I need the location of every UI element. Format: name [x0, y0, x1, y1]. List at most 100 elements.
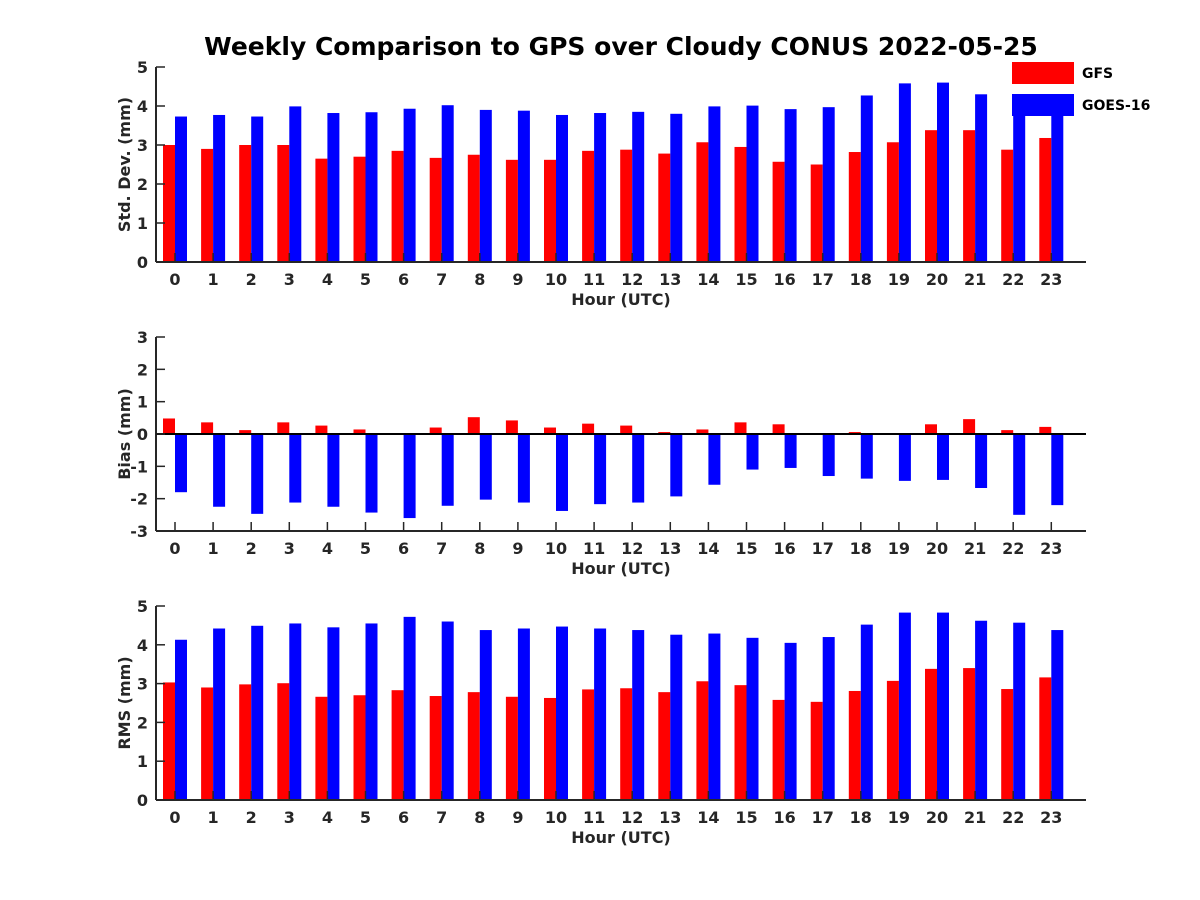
x-tick-label: 7 [436, 539, 447, 558]
bar-goes-16-hour-2 [251, 116, 264, 262]
x-tick-label: 13 [659, 539, 681, 558]
x-tick-label: 19 [888, 808, 910, 827]
bar-goes-16-hour-0 [175, 434, 187, 493]
x-tick-label: 22 [1002, 539, 1024, 558]
bar-goes-16-hour-12 [632, 434, 645, 503]
bar-goes-16-hour-11 [594, 434, 607, 505]
x-tick-label: 6 [398, 539, 409, 558]
bar-gfs-hour-19 [886, 142, 899, 262]
x-tick-label: 11 [583, 270, 605, 289]
x-tick-label: 19 [888, 270, 910, 289]
x-tick-label: 12 [621, 270, 643, 289]
bar-gfs-hour-1 [201, 422, 214, 434]
x-tick-label: 20 [926, 270, 948, 289]
x-tick-label: 16 [773, 270, 795, 289]
chart-title: Weekly Comparison to GPS over Cloudy CON… [204, 32, 1038, 61]
bar-gfs-hour-6 [391, 150, 404, 262]
bar-goes-16-hour-8 [479, 630, 492, 800]
bar-gfs-hour-12 [620, 425, 633, 434]
x-tick-label: 1 [208, 808, 219, 827]
x-tick-label: 4 [322, 539, 333, 558]
bar-goes-16-hour-3 [289, 434, 302, 503]
bar-goes-16-hour-21 [975, 94, 988, 262]
y-tick-label: 2 [137, 360, 148, 379]
bar-goes-16-hour-1 [213, 114, 226, 262]
bar-goes-16-hour-8 [479, 109, 492, 263]
bar-gfs-hour-16 [772, 699, 785, 800]
x-tick-label: 15 [735, 270, 757, 289]
bar-goes-16-hour-4 [327, 113, 340, 263]
y-tick-label: 4 [137, 97, 148, 116]
bar-gfs-hour-3 [277, 683, 290, 800]
bar-gfs-hour-17 [810, 701, 823, 800]
bar-goes-16-hour-14 [708, 106, 721, 262]
bar-gfs-hour-16 [772, 424, 785, 434]
bar-gfs-hour-11 [582, 150, 595, 262]
x-tick-label: 14 [697, 808, 719, 827]
bar-goes-16-hour-1 [213, 434, 226, 507]
y-tick-label: 0 [137, 425, 148, 444]
bar-goes-16-hour-4 [327, 627, 340, 800]
x-axis-label: Hour (UTC) [571, 559, 671, 578]
x-tick-label: 17 [812, 270, 834, 289]
bar-goes-16-hour-5 [365, 112, 378, 263]
bar-gfs-hour-15 [734, 685, 747, 800]
x-tick-label: 1 [208, 270, 219, 289]
bar-goes-16-hour-6 [403, 616, 416, 800]
bar-gfs-hour-21 [963, 130, 976, 262]
bar-gfs-hour-2 [239, 145, 252, 262]
bar-goes-16-hour-15 [746, 637, 759, 800]
bar-goes-16-hour-9 [517, 110, 530, 263]
bar-gfs-hour-4 [315, 696, 328, 800]
bar-goes-16-hour-7 [441, 434, 454, 506]
bar-goes-16-hour-11 [594, 113, 607, 263]
bar-gfs-hour-4 [315, 158, 328, 262]
bar-gfs-hour-14 [696, 681, 709, 800]
x-tick-label: 0 [169, 808, 180, 827]
bar-goes-16-hour-15 [746, 105, 759, 262]
bar-goes-16-hour-5 [365, 623, 378, 800]
legend-label-goes-16: GOES-16 [1082, 98, 1150, 114]
x-tick-label: 9 [512, 808, 523, 827]
y-tick-label: 0 [137, 791, 148, 810]
bar-goes-16-hour-10 [556, 434, 568, 511]
x-tick-label: 13 [659, 808, 681, 827]
x-tick-label: 3 [284, 539, 295, 558]
x-tick-label: 12 [621, 539, 643, 558]
bar-gfs-hour-0 [163, 682, 175, 800]
x-tick-label: 8 [474, 270, 485, 289]
bar-goes-16-hour-6 [403, 434, 416, 519]
x-tick-label: 17 [812, 808, 834, 827]
bar-goes-16-hour-15 [746, 434, 759, 470]
bar-goes-16-hour-21 [975, 620, 988, 800]
bar-goes-16-hour-14 [708, 633, 721, 800]
bar-goes-16-hour-18 [860, 434, 873, 479]
x-tick-label: 7 [436, 270, 447, 289]
bar-goes-16-hour-18 [860, 624, 873, 800]
x-tick-label: 14 [697, 539, 719, 558]
bar-goes-16-hour-19 [898, 83, 911, 262]
y-tick-label: -2 [130, 490, 148, 509]
y-axis-label: Std. Dev. (mm) [115, 97, 134, 232]
x-tick-label: 7 [436, 808, 447, 827]
bar-gfs-hour-1 [201, 687, 214, 800]
x-tick-label: 19 [888, 539, 910, 558]
bar-goes-16-hour-9 [517, 434, 530, 503]
x-tick-label: 20 [926, 808, 948, 827]
bar-goes-16-hour-23 [1051, 109, 1064, 263]
x-tick-label: 12 [621, 808, 643, 827]
bar-goes-16-hour-16 [784, 109, 797, 263]
bar-goes-16-hour-8 [479, 434, 492, 500]
bar-goes-16-hour-10 [556, 626, 568, 800]
bar-gfs-hour-20 [925, 130, 937, 262]
bar-gfs-hour-9 [505, 696, 518, 800]
x-tick-label: 11 [583, 808, 605, 827]
bar-goes-16-hour-2 [251, 434, 264, 514]
bar-gfs-hour-12 [620, 149, 633, 262]
x-axis-label: Hour (UTC) [571, 290, 671, 309]
bar-gfs-hour-10 [544, 697, 556, 800]
bar-goes-16-hour-20 [937, 82, 949, 262]
bar-gfs-hour-0 [163, 145, 175, 262]
bar-gfs-hour-11 [582, 423, 595, 434]
